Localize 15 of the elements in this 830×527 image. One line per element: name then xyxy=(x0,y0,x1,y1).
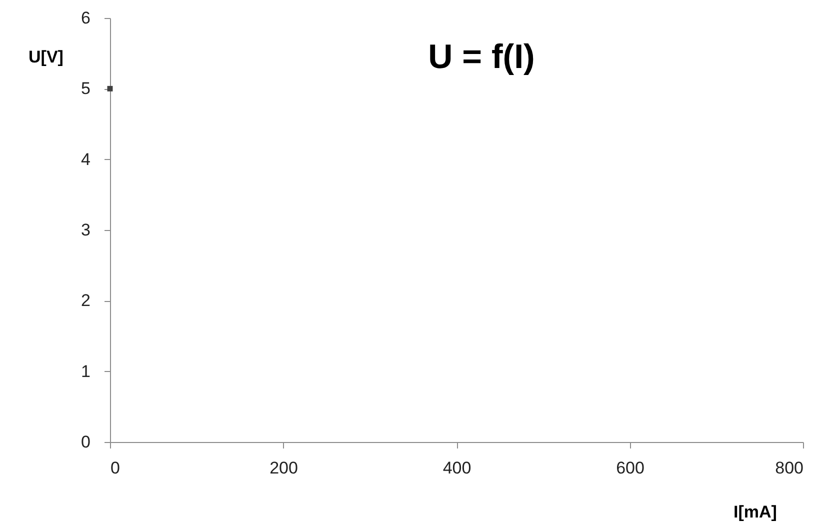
y-tick-label: 4 xyxy=(81,150,90,169)
y-tick-label: 5 xyxy=(81,79,90,98)
x-tick-label: 0 xyxy=(110,458,120,478)
y-tick-label: 6 xyxy=(81,8,90,28)
x-tick-label: 200 xyxy=(270,458,298,478)
text: U = f(I) xyxy=(428,38,535,76)
x-axis-title: I[mA] xyxy=(734,502,777,522)
x-tick-label: 600 xyxy=(616,458,644,478)
y-tick-label: 3 xyxy=(81,220,90,240)
y-tick-label: 2 xyxy=(81,291,90,310)
x-tick-label: 400 xyxy=(442,458,472,478)
y-tick-label: 0 xyxy=(81,432,90,452)
x-tick-label: 800 xyxy=(775,458,804,478)
y-tick-label: 1 xyxy=(81,362,90,381)
y-axis-title: U[V] xyxy=(28,48,64,66)
